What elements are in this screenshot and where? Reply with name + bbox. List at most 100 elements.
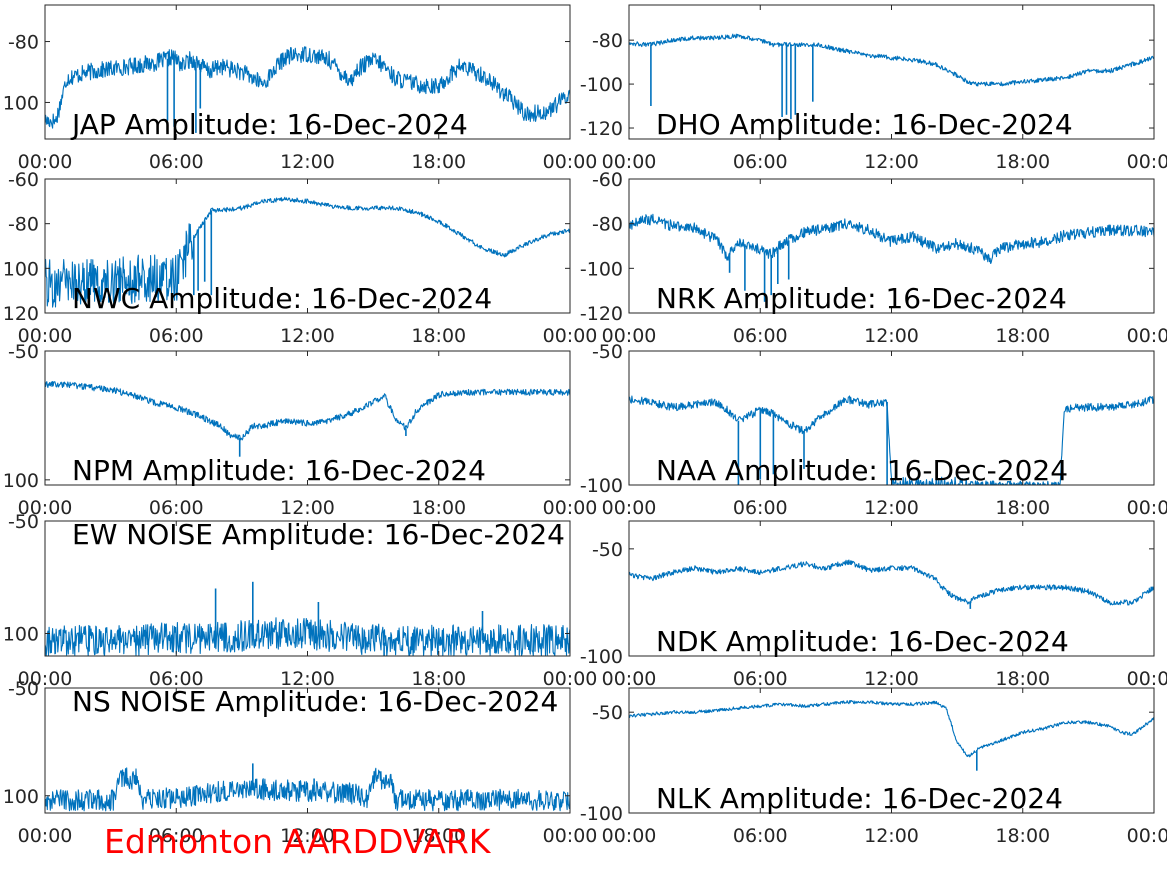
data-line (45, 46, 570, 129)
panel-title: NLK Amplitude: 16-Dec-2024 (656, 782, 1063, 815)
x-tick-label: 00:00 (543, 325, 598, 347)
x-tick-label: 12:00 (864, 325, 919, 347)
x-tick-label: 18:00 (411, 668, 466, 690)
y-tick-label: -100 (580, 803, 623, 825)
x-tick-label: 06:00 (149, 825, 204, 847)
y-tick-label: -60 (8, 169, 39, 191)
x-tick-label: 18:00 (995, 151, 1050, 173)
x-tick-label: 00:00 (1127, 825, 1167, 847)
y-tick-label: -100 (580, 74, 623, 96)
x-tick-label: 06:00 (733, 668, 788, 690)
y-tick-label: 100 (3, 258, 39, 280)
x-tick-label: 06:00 (733, 151, 788, 173)
data-line (45, 196, 570, 308)
panel-2: -80 -100 -120 00:00 06:00 12:00 18:00 00:00 DHO … (580, 4, 1167, 173)
data-line (629, 213, 1154, 265)
x-tick-label: 12:00 (864, 497, 919, 519)
y-tick-label: 100 (3, 92, 39, 114)
panel-title: JAP Amplitude: 16-Dec-2024 (70, 108, 468, 141)
y-tick-label: -50 (8, 511, 39, 533)
panel-title: NPM Amplitude: 16-Dec-2024 (72, 454, 486, 487)
y-tick-label: -50 (592, 341, 623, 363)
x-tick-label: 00:00 (18, 668, 73, 690)
x-tick-label: 00:00 (18, 325, 73, 347)
x-tick-label: 06:00 (149, 497, 204, 519)
x-tick-label: 18:00 (411, 325, 466, 347)
x-tick-label: 00:00 (1127, 151, 1167, 173)
x-tick-label: 12:00 (280, 325, 335, 347)
panel-5: -50 100 00:00 06:00 12:00 18:00 00:00 NPM Ampli… (3, 341, 598, 519)
panel-title: EW NOISE Amplitude: 16-Dec-2024 (72, 518, 565, 551)
figure-caption: Edmonton AARDDVARK (104, 822, 492, 861)
panel-title: NWC Amplitude: 16-Dec-2024 (72, 282, 492, 315)
x-tick-label: 06:00 (149, 668, 204, 690)
y-tick-label: -60 (592, 169, 623, 191)
x-tick-label: 06:00 (733, 825, 788, 847)
x-tick-label: 00:00 (543, 825, 598, 847)
x-tick-label: 00:00 (543, 151, 598, 173)
y-tick-label: -100 (580, 258, 623, 280)
x-tick-label: 18:00 (411, 151, 466, 173)
x-tick-label: 00:00 (1127, 325, 1167, 347)
x-tick-label: 00:00 (602, 497, 657, 519)
y-tick-label: -120 (580, 303, 623, 325)
x-tick-label: 00:00 (543, 668, 598, 690)
x-tick-label: 12:00 (280, 497, 335, 519)
x-tick-label: 00:00 (18, 497, 73, 519)
x-tick-label: 18:00 (411, 497, 466, 519)
y-tick-label: -120 (580, 118, 623, 140)
x-tick-label: 00:00 (602, 151, 657, 173)
x-tick-label: 00:00 (602, 825, 657, 847)
x-tick-label: 00:00 (1127, 668, 1167, 690)
y-tick-label: -50 (592, 539, 623, 561)
x-tick-label: 06:00 (149, 151, 204, 173)
y-tick-label: -80 (592, 30, 623, 52)
x-tick-label: 12:00 (864, 825, 919, 847)
y-tick-label: 120 (3, 303, 39, 325)
x-tick-label: 18:00 (995, 825, 1050, 847)
data-line (629, 699, 1154, 758)
panel-title: NDK Amplitude: 16-Dec-2024 (656, 625, 1069, 658)
x-tick-label: 06:00 (149, 325, 204, 347)
x-tick-label: 18:00 (995, 325, 1050, 347)
x-tick-label: 12:00 (864, 151, 919, 173)
panels: -80 100 00:00 06:00 12:00 18:00 00:00 JAP Ampli… (3, 4, 1167, 847)
x-tick-label: 12:00 (280, 668, 335, 690)
y-tick-label: -80 (8, 32, 39, 54)
x-tick-label: 00:00 (18, 825, 73, 847)
y-tick-label: -80 (592, 214, 623, 236)
panel-title: NS NOISE Amplitude: 16-Dec-2024 (72, 685, 558, 718)
y-tick-label: -100 (580, 646, 623, 668)
x-tick-label: 18:00 (411, 825, 466, 847)
x-tick-label: 00:00 (602, 668, 657, 690)
data-line (45, 767, 570, 812)
x-tick-label: 00:00 (1127, 497, 1167, 519)
x-tick-label: 00:00 (602, 325, 657, 347)
data-line (629, 559, 1154, 606)
x-tick-label: 12:00 (280, 151, 335, 173)
panel-9: -50 100 00:00 06:00 12:00 18:00 00:00 NS NOISE … (3, 678, 598, 847)
x-tick-label: 00:00 (18, 151, 73, 173)
y-tick-label: -80 (8, 214, 39, 236)
panel-title: NRK Amplitude: 16-Dec-2024 (656, 282, 1067, 315)
y-tick-label: 100 (3, 786, 39, 808)
x-tick-label: 18:00 (995, 668, 1050, 690)
y-tick-label: -50 (8, 678, 39, 700)
y-tick-label: 100 (3, 624, 39, 646)
x-tick-label: 18:00 (995, 497, 1050, 519)
data-line (45, 381, 570, 441)
data-line (629, 33, 1154, 87)
x-tick-label: 06:00 (733, 325, 788, 347)
data-line (629, 395, 1154, 485)
panel-title: NAA Amplitude: 16-Dec-2024 (656, 454, 1068, 487)
x-tick-label: 12:00 (864, 668, 919, 690)
panel-4: -60-80-100-12000:0006:0012:0018:0000:00N… (580, 169, 1167, 347)
y-tick-label: 100 (3, 470, 39, 492)
x-tick-label: 00:00 (543, 497, 598, 519)
